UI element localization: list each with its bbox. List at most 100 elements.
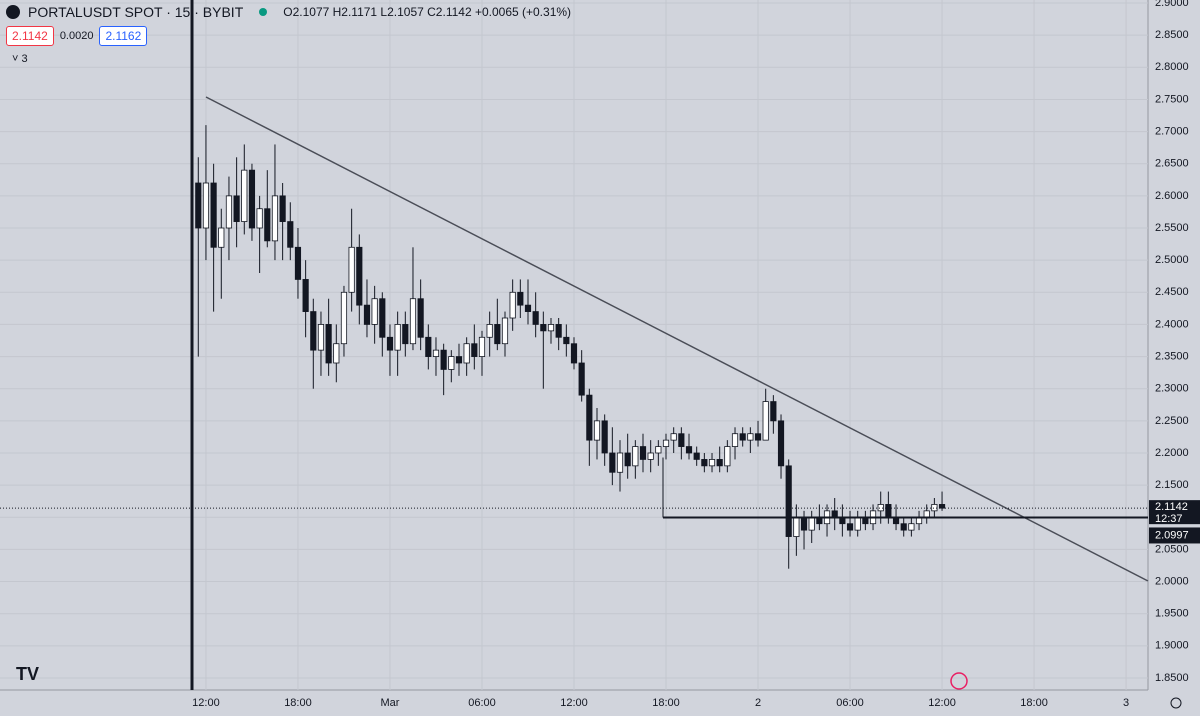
y-tick-label: 2.8000 [1155, 61, 1189, 73]
candle-body [724, 446, 731, 467]
candle-body [770, 401, 777, 422]
candle-body [379, 298, 386, 338]
candle-body [532, 311, 539, 325]
candle-body [670, 433, 677, 441]
candle-body [371, 298, 378, 325]
candle-body [938, 504, 946, 509]
candle-body [340, 291, 348, 345]
ask[interactable]: 2.1162 [99, 26, 148, 46]
legend: PORTALUSDT SPOT · 15 · BYBIT O2.1077 H2.… [6, 4, 571, 20]
y-tick-label: 2.7500 [1155, 93, 1189, 105]
candle-body [762, 401, 769, 441]
candle-body [264, 208, 271, 242]
candle-body [800, 516, 808, 531]
candle-body [494, 324, 501, 345]
candle-body [808, 516, 815, 531]
candle-body [202, 182, 210, 229]
candle-body [501, 317, 509, 345]
candles [0, 125, 1148, 569]
candle-body [402, 324, 409, 345]
candle-body [831, 510, 838, 518]
candle-body [317, 324, 325, 351]
candle-body [540, 324, 547, 332]
candle-body [923, 510, 930, 518]
last-price-box [1149, 500, 1200, 525]
candle-body [632, 446, 639, 467]
candle-body [885, 504, 892, 518]
candle-body [225, 195, 233, 229]
y-tick-label: 2.8500 [1155, 29, 1189, 41]
candle-body [210, 182, 217, 248]
candle-body [547, 324, 555, 332]
candle-body [854, 516, 861, 531]
candle-body [471, 343, 478, 357]
candle-body [931, 504, 938, 512]
candle-body [754, 433, 762, 441]
candle-body [601, 420, 608, 454]
x-tick-label: 06:00 [836, 697, 864, 709]
trend-line [205, 96, 1149, 582]
y-tick-label: 2.1500 [1155, 479, 1189, 491]
candle-body [716, 459, 723, 467]
y-tick-label: 2.3500 [1155, 350, 1189, 362]
candle-body [448, 356, 455, 370]
candle-body [900, 523, 907, 531]
candle-body [333, 343, 340, 364]
candle-body [233, 195, 240, 222]
level-box [1149, 527, 1200, 544]
candle-body [310, 311, 317, 351]
candle-body [639, 446, 647, 460]
candle-body [685, 446, 693, 454]
candle-body [908, 523, 915, 531]
status-dot [259, 8, 268, 16]
candle-body [655, 446, 662, 454]
x-tick-label: 18:00 [652, 697, 680, 709]
candle-body [248, 169, 256, 229]
x-tick-label: 3 [1123, 697, 1129, 709]
candle-body [578, 362, 585, 396]
alert-icon[interactable] [950, 672, 968, 690]
candle-body [586, 394, 593, 441]
candle-body [432, 349, 440, 357]
y-tick-label: 1.9000 [1155, 640, 1189, 652]
candle-body [455, 356, 463, 364]
last-price-label: 2.1142 [1155, 501, 1188, 513]
ohlc-values: O2.1077 H2.1171 L2.1057 C2.1142 +0.0065 … [283, 5, 572, 19]
candle-body [593, 420, 601, 441]
bid[interactable]: 2.1142 [6, 26, 54, 46]
symbol-icon [6, 5, 20, 19]
candle-body [195, 182, 202, 229]
y-tick-label: 2.2000 [1155, 447, 1189, 459]
candle-body [356, 246, 363, 306]
tv-logo: TV [16, 664, 39, 684]
x-tick-label: 12:00 [560, 697, 588, 709]
x-tick-label: 2 [755, 697, 761, 709]
y-tick-label: 2.7000 [1155, 125, 1189, 137]
level-label: 2.0997 [1155, 529, 1189, 541]
symbol[interactable]: PORTALUSDT SPOT · 15 · BYBIT [28, 4, 244, 20]
candle-body [363, 304, 371, 325]
candle-body [294, 246, 302, 280]
y-tick-label: 2.3000 [1155, 383, 1189, 395]
candle-body [287, 221, 294, 248]
y-tick-label: 1.8500 [1155, 672, 1189, 684]
candle-body [302, 279, 309, 312]
countdown: 12:37 [1155, 513, 1183, 525]
settings-icon[interactable] [1170, 697, 1182, 709]
candle-body [509, 291, 516, 319]
candle-body [708, 459, 716, 467]
candle-body [517, 291, 524, 306]
y-tick-label: 2.9000 [1155, 0, 1189, 9]
candle-body [624, 452, 631, 467]
candle-body [241, 169, 248, 222]
candle-body [747, 433, 754, 441]
candle-body [678, 433, 685, 447]
candle-body [524, 304, 532, 312]
candle-body [563, 336, 570, 345]
x-tick-label: 12:00 [192, 697, 220, 709]
indicators-toggle[interactable]: ˅ 3 [12, 53, 28, 65]
bid-ask: 2.1142 0.0020 2.1162 [6, 26, 148, 46]
y-tick-label: 2.4500 [1155, 286, 1189, 298]
candle-body [417, 298, 424, 338]
